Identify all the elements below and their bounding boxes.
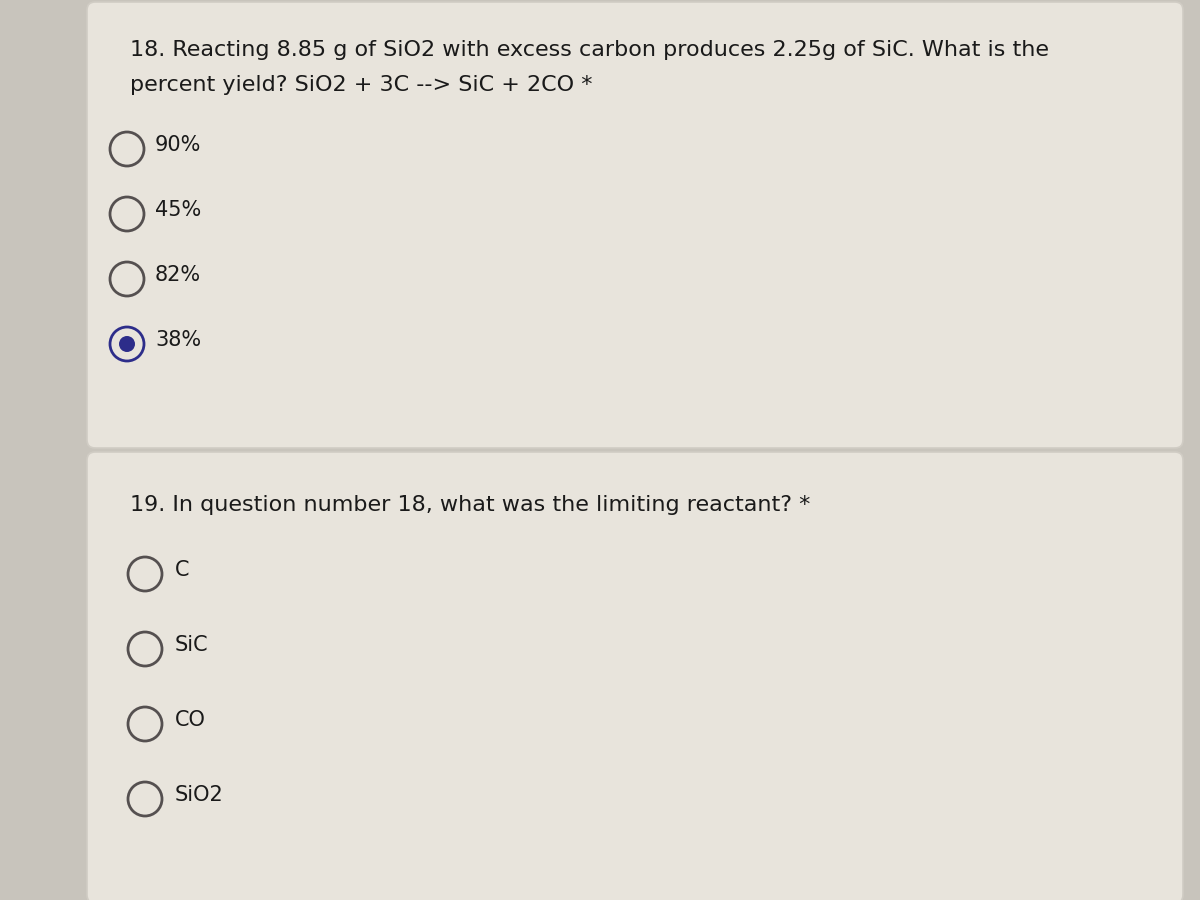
Text: 82%: 82% <box>155 265 202 285</box>
Circle shape <box>110 132 144 166</box>
FancyBboxPatch shape <box>88 452 1183 900</box>
Text: 38%: 38% <box>155 330 202 350</box>
Circle shape <box>110 327 144 361</box>
Text: C: C <box>175 560 190 580</box>
Text: SiO2: SiO2 <box>175 785 223 805</box>
Circle shape <box>128 782 162 816</box>
Circle shape <box>110 262 144 296</box>
Text: SiC: SiC <box>175 635 209 655</box>
Circle shape <box>128 557 162 591</box>
Text: 18. Reacting 8.85 g of SiO2 with excess carbon produces 2.25g of SiC. What is th: 18. Reacting 8.85 g of SiO2 with excess … <box>130 40 1049 60</box>
Circle shape <box>128 707 162 741</box>
Text: CO: CO <box>175 710 206 730</box>
Circle shape <box>128 632 162 666</box>
Text: 45%: 45% <box>155 200 202 220</box>
Text: 90%: 90% <box>155 135 202 155</box>
Text: percent yield? SiO2 + 3C --> SiC + 2CO *: percent yield? SiO2 + 3C --> SiC + 2CO * <box>130 75 593 95</box>
FancyBboxPatch shape <box>88 2 1183 448</box>
Circle shape <box>119 336 134 352</box>
Circle shape <box>110 197 144 231</box>
Text: 19. In question number 18, what was the limiting reactant? *: 19. In question number 18, what was the … <box>130 495 810 515</box>
